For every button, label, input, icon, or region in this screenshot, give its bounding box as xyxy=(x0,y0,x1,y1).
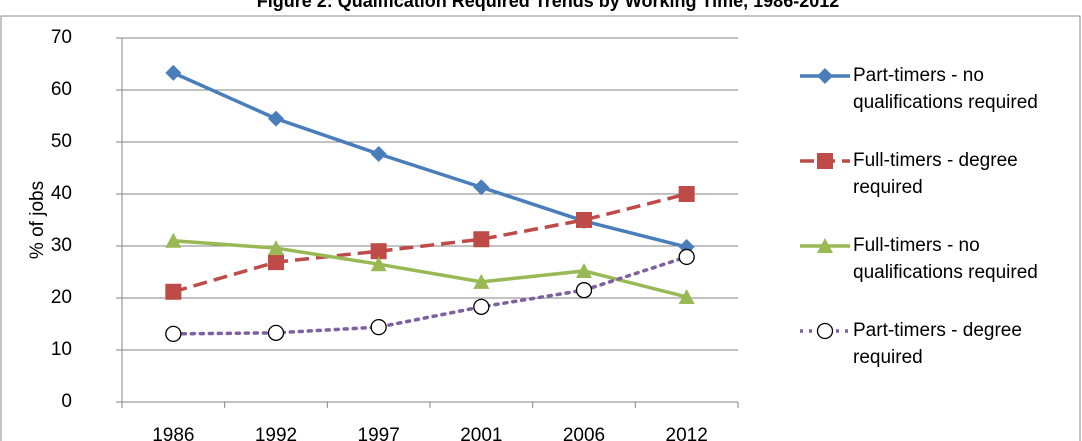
marker xyxy=(165,283,182,300)
marker xyxy=(473,179,490,196)
legend-marker xyxy=(817,153,833,169)
legend-marker xyxy=(817,238,833,253)
y-tick-label: 30 xyxy=(51,235,72,256)
y-axis-label: % of jobs xyxy=(27,181,48,259)
legend-marker xyxy=(816,322,834,340)
y-tick-label: 40 xyxy=(51,183,72,204)
marker xyxy=(370,256,387,272)
chart-title: Figure 2: Qualification Required Trends … xyxy=(257,0,840,11)
marker xyxy=(165,64,182,81)
marker xyxy=(268,240,284,256)
marker xyxy=(576,212,592,228)
marker xyxy=(165,325,182,343)
legend-label: Part-timers - no qualifications required xyxy=(853,65,1038,113)
marker xyxy=(268,110,284,127)
series-line xyxy=(172,71,688,249)
marker xyxy=(576,262,592,278)
marker xyxy=(678,186,695,202)
x-tick-label: 1997 xyxy=(358,425,400,441)
marker xyxy=(473,231,490,248)
y-tick-label: 20 xyxy=(51,287,72,308)
y-tick-label: 60 xyxy=(51,79,72,100)
legend-label: Full-timers - no qualifications required xyxy=(853,235,1038,283)
x-tick-label: 2006 xyxy=(563,425,605,441)
y-tick-label: 70 xyxy=(51,27,72,48)
marker xyxy=(268,254,284,271)
marker xyxy=(267,324,285,341)
y-tick-label: 0 xyxy=(61,391,72,412)
legend-marker xyxy=(817,68,833,84)
y-tick-label: 50 xyxy=(51,131,72,152)
marker xyxy=(678,248,695,266)
marker xyxy=(370,145,387,162)
marker xyxy=(165,232,182,248)
x-tick-label: 1986 xyxy=(152,425,194,441)
marker xyxy=(575,282,593,299)
legend-label: Part-timers - degree required xyxy=(853,320,1022,368)
series-line xyxy=(172,192,688,294)
x-tick-label: 2001 xyxy=(460,425,502,441)
marker xyxy=(473,273,490,289)
series-line xyxy=(173,239,688,299)
x-tick-label: 1992 xyxy=(255,425,297,441)
marker xyxy=(678,288,695,304)
chart-border xyxy=(0,15,1081,441)
marker xyxy=(370,243,387,260)
series-line xyxy=(171,255,689,336)
marker xyxy=(370,318,387,336)
y-tick-label: 10 xyxy=(51,339,72,360)
legend-label: Full-timers - degree required xyxy=(853,150,1018,198)
x-tick-label: 2012 xyxy=(666,425,708,441)
marker xyxy=(473,298,490,315)
